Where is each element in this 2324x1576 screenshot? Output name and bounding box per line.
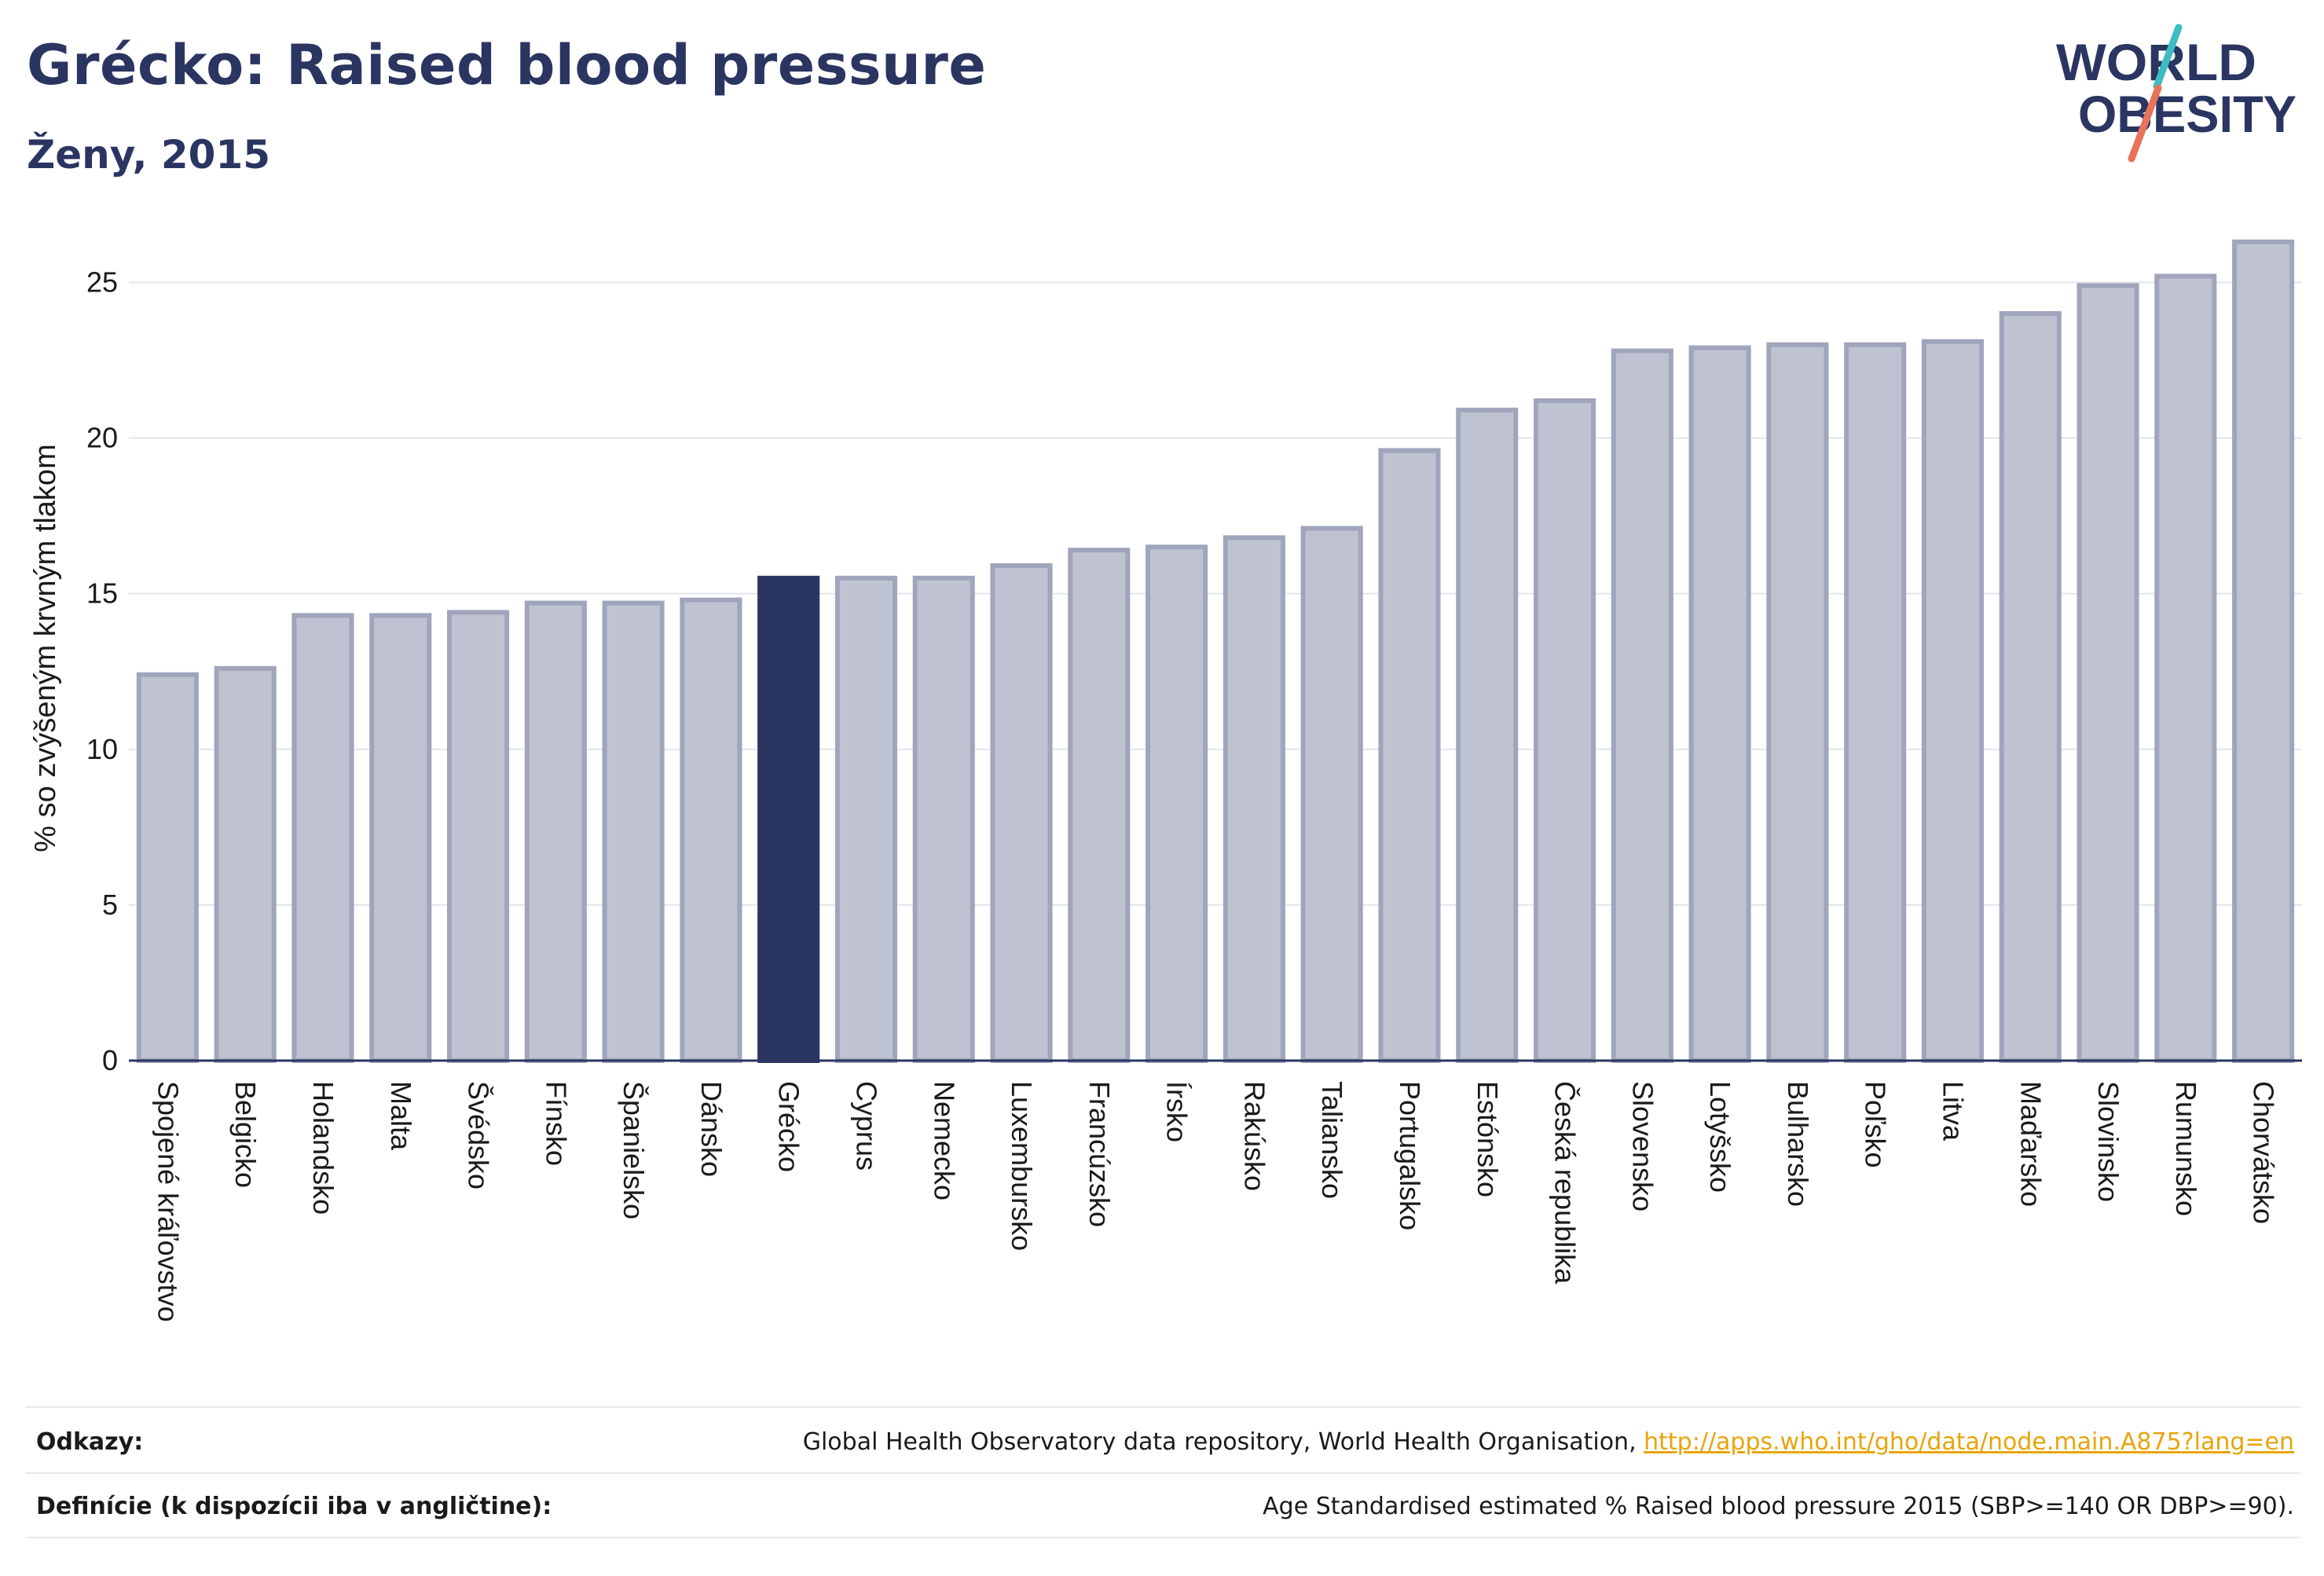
sources-label: Odkazy: [36,1428,144,1456]
x-tick-label: Spojené kráľovstvo [152,1081,184,1322]
bar [1688,345,1751,1064]
sources-link[interactable]: http://apps.who.int/gho/data/node.main.A… [1644,1428,2294,1456]
x-tick-label: Litva [1937,1081,1969,1142]
x-tick-label: Portugalsko [1394,1081,1426,1230]
bar [2077,283,2139,1063]
x-tick-label: Grécko [773,1081,805,1172]
footer-divider-top [25,1406,2300,1408]
y-tick-label: 15 [86,577,118,610]
logo-line2: OBESITY [2078,85,2297,143]
x-tick-label: Cyprus [850,1081,882,1171]
footer-divider-bottom [25,1537,2300,1538]
bar [369,613,432,1063]
bar [1611,348,1673,1063]
x-tick-label: Maďarsko [2014,1081,2047,1207]
logo-slash-teal [2153,24,2183,90]
bar [524,600,587,1063]
bars [136,239,2295,1064]
x-tick-label: Česká republika [1549,1081,1582,1285]
y-axis-label: % so zvýšeným krvným tlakom [29,444,62,852]
bar-chart: 0 5 10 15 20 25 Spojené kráľovstvo Belgicko Hol… [29,239,2302,1322]
x-tick-label: Chorvátsko [2248,1081,2280,1224]
x-tick-label: Lotyšsko [1704,1081,1736,1193]
x-tick-label: Fínsko [540,1081,572,1166]
bar [1844,342,1907,1063]
bar [2154,273,2217,1063]
x-tick-label: Luxembursko [1006,1081,1038,1251]
x-tick-label: Slovensko [1626,1081,1659,1211]
bar [990,563,1053,1063]
bar [1766,342,1829,1063]
x-tick-label: Estónsko [1472,1081,1504,1197]
x-tick-label: Rumunsko [2170,1081,2202,1216]
y-tick-label: 10 [86,733,118,765]
bar [446,610,510,1063]
x-tick-label: Bulharsko [1782,1081,1814,1207]
bar-highlighted [757,575,820,1063]
x-tick-label: Malta [385,1081,417,1151]
x-tick-label: Nemecko [928,1081,960,1200]
y-tick-label: 20 [86,422,118,454]
x-tick-label: Slovinsko [2092,1081,2124,1202]
y-tick-label: 0 [102,1044,118,1076]
bar [834,575,898,1063]
bar [214,665,277,1063]
x-tick-label: Rakúsko [1238,1081,1270,1191]
y-tick-label: 5 [102,889,118,921]
bar [291,613,354,1063]
y-axis-ticks: 0 5 10 15 20 25 [86,266,118,1076]
world-obesity-logo: WORLD OBESITY [2056,24,2297,163]
bar [1068,548,1131,1063]
x-tick-label: Dánsko [695,1081,728,1177]
bar [912,575,975,1063]
bar [680,597,742,1063]
bar [1533,398,1596,1063]
x-tick-label: Taliansko [1316,1081,1348,1199]
definition-text: Age Standardised estimated % Raised bloo… [1263,1493,2294,1520]
x-tick-label: Švédsko [463,1081,495,1189]
sources-text: Global Health Observatory data repositor… [803,1428,2294,1456]
bar [136,672,199,1063]
sources-citation: Global Health Observatory data repositor… [802,1428,1644,1456]
chart-title: Grécko: Raised blood pressure [27,33,987,97]
x-tick-label: Poľsko [1860,1081,1892,1168]
bar [2232,239,2295,1063]
bar [602,600,665,1063]
x-tick-label: Španielsko [618,1081,650,1219]
logo-slash-coral [2128,84,2162,163]
x-tick-label: Holandsko [307,1081,339,1215]
x-axis-labels: Spojené kráľovstvo Belgicko Holandsko Malta… [152,1081,2279,1322]
bar [1146,544,1208,1063]
bar [1300,526,1363,1063]
bar [1456,407,1519,1063]
chart-subtitle: Ženy, 2015 [27,132,271,178]
bar [1378,448,1441,1063]
bar [1921,339,1985,1063]
footer-divider-middle [25,1472,2300,1474]
bar [1999,311,2062,1064]
x-tick-label: Belgicko [229,1081,262,1188]
y-tick-label: 25 [86,266,118,298]
x-tick-label: Francúzsko [1083,1081,1116,1227]
definition-label: Definície (k dispozícii iba v angličtine… [36,1493,552,1520]
bar [1222,535,1285,1063]
x-tick-label: Írsko [1161,1081,1193,1142]
